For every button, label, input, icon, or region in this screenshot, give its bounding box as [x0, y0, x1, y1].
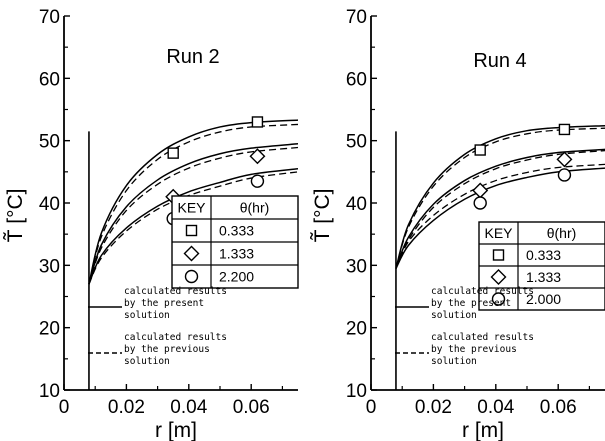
key-value: 0.333	[219, 223, 254, 239]
key-square-icon	[185, 224, 198, 237]
key-table: KEY θ(hr) 0.333 1.333 2.000	[478, 221, 605, 311]
legend-dashed-text: solution	[431, 356, 477, 367]
legend-dashed-text: calculated results	[124, 332, 227, 343]
y-tick-label: 10	[346, 381, 367, 402]
x-axis-label: r [m]	[462, 419, 504, 441]
key-value: 1.333	[526, 269, 561, 285]
y-tick-label: 60	[39, 69, 60, 90]
legend-solid-text: calculated results	[431, 286, 534, 297]
diamond-marker	[472, 182, 489, 199]
y-tick-label: 20	[39, 319, 60, 340]
y-tick-label: 20	[346, 319, 367, 340]
y-tick-label: 40	[39, 194, 60, 215]
key-value: 2.000	[526, 291, 561, 307]
x-axis-label: r [m]	[155, 419, 197, 441]
square-marker	[474, 144, 486, 156]
key-circle-icon	[491, 292, 506, 306]
y-tick-label: 70	[346, 7, 367, 28]
series-solid-1	[88, 119, 298, 285]
x-tick-label: 0.02	[415, 397, 452, 418]
square-marker	[167, 147, 179, 159]
y-axis-label: T̃ [°C]	[311, 189, 334, 243]
key-square-icon	[492, 249, 505, 261]
key-header-key: KEY	[484, 225, 513, 241]
legend-dashed-text: solution	[124, 356, 170, 367]
chart-panel-1: 10 20 30 40 50 60 70 0 0.02 0.04 0.06 r [m] T̃ [°C] R…	[4, 7, 299, 441]
x-tick-label: 0	[366, 397, 377, 418]
legend-dashed-text: by the previous	[124, 344, 210, 355]
diamond-marker	[249, 148, 266, 165]
key-diamond-icon	[183, 245, 200, 262]
circle-marker	[473, 196, 487, 210]
diamond-marker	[556, 151, 573, 168]
y-axis-label: T̃ [°C]	[4, 189, 27, 243]
x-tick-label: 0.02	[108, 397, 145, 418]
legend-solid-text: solution	[124, 310, 170, 321]
y-tick-label: 30	[346, 256, 367, 277]
y-tick-label: 60	[346, 69, 367, 90]
legend-dashed-text: by the previous	[431, 344, 517, 355]
series-dashed-2	[88, 123, 298, 285]
y-tick-label: 10	[39, 381, 60, 402]
key-diamond-icon	[490, 269, 507, 285]
y-tick-label: 30	[39, 256, 60, 277]
series-dashed-4	[88, 146, 298, 285]
x-tick-label: 0.04	[170, 397, 207, 418]
key-value: 0.333	[526, 247, 561, 263]
square-marker	[251, 116, 264, 128]
chart-title: Run 2	[166, 46, 219, 68]
legend-solid-text: calculated results	[124, 286, 227, 297]
x-tick-label: 0.06	[540, 397, 577, 418]
x-tick-label: 0.04	[477, 397, 514, 418]
series-dashed-2	[395, 127, 605, 269]
x-tick-label: 0	[59, 397, 70, 418]
key-table: KEY θ(hr) 0.333 1.333 2.200	[171, 195, 299, 289]
key-header-theta: θ(hr)	[240, 200, 270, 216]
y-tick-label: 50	[346, 132, 367, 153]
circle-marker	[250, 174, 265, 188]
legend-solid-text: solution	[431, 310, 477, 321]
chart-panel-2: 10 20 30 40 50 60 70 0 0.02 0.04 0.06 r [m] T̃ [°C] R…	[311, 7, 605, 441]
series-solid-3	[88, 143, 298, 285]
legend-dashed-text: calculated results	[431, 332, 534, 343]
square-marker	[558, 123, 571, 136]
series-dashed-4	[395, 149, 605, 269]
key-value: 1.333	[219, 246, 254, 262]
key-header-key: KEY	[177, 200, 206, 216]
key-value: 2.200	[219, 269, 254, 285]
series-solid-3	[395, 148, 605, 269]
key-header-theta: θ(hr)	[547, 225, 577, 241]
circle-marker	[557, 168, 572, 182]
legend-solid-text: by the present	[431, 298, 511, 309]
key-circle-icon	[184, 269, 199, 284]
y-tick-label: 50	[39, 132, 60, 153]
chart-title: Run 4	[473, 50, 526, 72]
y-tick-label: 70	[39, 7, 60, 28]
x-tick-label: 0.06	[233, 397, 270, 418]
legend-solid-text: by the present	[124, 298, 204, 309]
y-tick-label: 40	[346, 194, 367, 215]
